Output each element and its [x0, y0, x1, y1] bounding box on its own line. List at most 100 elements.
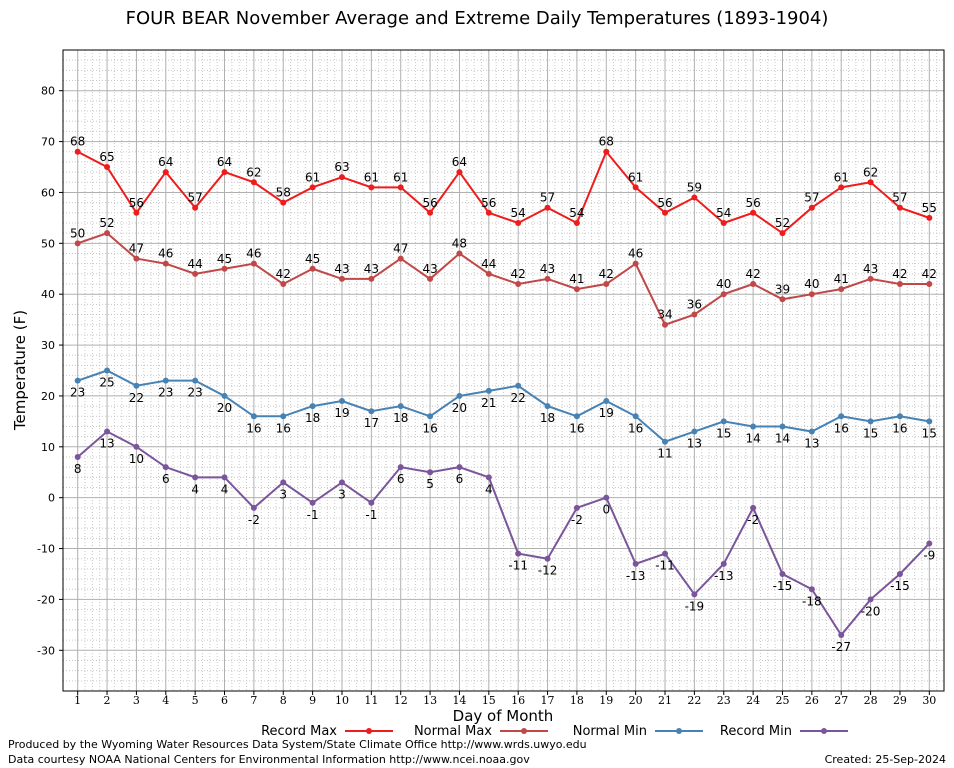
data-label: 57: [540, 191, 555, 205]
x-axis-ticks: 1 2 3 4 5 6 7 8 9 10 11 12 13 14 15 16 17 18 19 20 21 22 23 24 2…: [74, 691, 936, 707]
data-point: [544, 275, 551, 282]
data-point: [427, 469, 434, 476]
data-point: [838, 413, 845, 420]
data-label: 43: [863, 262, 878, 276]
x-tick-label: 17: [541, 694, 555, 707]
data-point: [338, 275, 345, 282]
y-tick-label: -10: [37, 543, 55, 556]
x-tick-label: 22: [687, 694, 701, 707]
data-label: 25: [99, 376, 114, 390]
data-label: 23: [188, 386, 203, 400]
data-point: [603, 148, 610, 155]
data-point: [603, 398, 610, 405]
data-label: -12: [538, 564, 558, 578]
data-point: [808, 291, 815, 298]
data-point: [720, 219, 727, 226]
x-tick-label: 14: [452, 694, 466, 707]
data-point: [779, 296, 786, 303]
data-label: -13: [714, 569, 734, 583]
footer-produced-by: Produced by the Wyoming Water Resources …: [8, 738, 587, 751]
data-label: 22: [511, 391, 526, 405]
legend-marker: [521, 728, 527, 734]
data-point: [74, 240, 81, 247]
x-tick-label: 1: [74, 694, 81, 707]
data-point: [309, 265, 316, 272]
data-label: 17: [364, 416, 379, 430]
data-point: [427, 413, 434, 420]
series-record-max: 68 65 56 64 57 64 62 58 61 63 61 61 56 64 56 54 57 54 68 61…: [70, 135, 937, 237]
data-label: 56: [657, 196, 672, 210]
data-point: [397, 184, 404, 191]
data-label: 55: [922, 201, 937, 215]
data-point: [104, 367, 111, 374]
legend-marker: [821, 728, 827, 734]
x-tick-label: 29: [893, 694, 907, 707]
data-label: 57: [804, 191, 819, 205]
data-point: [485, 387, 492, 394]
x-tick-label: 16: [511, 694, 525, 707]
data-point: [104, 230, 111, 237]
data-label: 10: [129, 452, 144, 466]
data-point: [691, 311, 698, 318]
data-label: -11: [508, 559, 528, 573]
data-label: 47: [129, 242, 144, 256]
data-point: [397, 464, 404, 471]
data-label: 0: [602, 503, 610, 517]
data-label: 56: [129, 196, 144, 210]
data-label: 46: [246, 247, 261, 261]
data-point: [662, 321, 669, 328]
x-tick-label: 4: [162, 694, 169, 707]
x-tick-label: 3: [133, 694, 140, 707]
series-normal-min: 23 25 22 23 23 20 16 16 18 19 17 18 16 20 21 22 18 16 19 16…: [70, 367, 937, 461]
data-label: 68: [70, 135, 85, 149]
data-point: [896, 413, 903, 420]
data-point: [632, 184, 639, 191]
data-point: [838, 184, 845, 191]
data-label: 42: [276, 267, 291, 281]
data-point: [280, 479, 287, 486]
data-point: [133, 255, 140, 262]
data-point: [162, 464, 169, 471]
x-tick-label: 18: [570, 694, 584, 707]
data-point: [632, 260, 639, 267]
data-label: 19: [334, 406, 349, 420]
data-label: 4: [485, 482, 493, 496]
y-axis-ticks: -30 -20 -10 0 10 20 30 40 50 60 70 80: [37, 85, 63, 657]
data-point: [485, 474, 492, 481]
y-tick-label: 60: [41, 186, 55, 199]
data-label: 42: [511, 267, 526, 281]
data-point: [573, 286, 580, 293]
data-point: [867, 179, 874, 186]
legend-marker: [676, 728, 682, 734]
data-label: 46: [158, 247, 173, 261]
data-label: 19: [599, 406, 614, 420]
x-tick-label: 28: [864, 694, 878, 707]
data-label: -27: [831, 640, 851, 654]
data-point: [896, 570, 903, 577]
data-point: [192, 270, 199, 277]
legend-label: Normal Min: [573, 724, 647, 739]
data-label: 16: [422, 421, 437, 435]
data-point: [485, 270, 492, 277]
data-label: -18: [802, 594, 822, 608]
data-point: [926, 214, 933, 221]
x-tick-label: 20: [629, 694, 643, 707]
data-label: 22: [129, 391, 144, 405]
x-tick-label: 23: [717, 694, 731, 707]
data-label: 15: [716, 426, 731, 440]
data-label: 16: [834, 421, 849, 435]
data-point: [221, 169, 228, 176]
y-axis-label: Temperature (F): [11, 310, 29, 431]
data-label: 42: [599, 267, 614, 281]
data-label: 47: [393, 242, 408, 256]
data-point: [691, 428, 698, 435]
data-label: 64: [452, 155, 467, 169]
data-label: 40: [716, 277, 731, 291]
data-point: [133, 209, 140, 216]
x-tick-label: 6: [221, 694, 228, 707]
data-label: 44: [188, 257, 203, 271]
data-point: [309, 403, 316, 410]
data-label: 48: [452, 236, 467, 250]
data-point: [162, 260, 169, 267]
data-label: 58: [276, 186, 291, 200]
